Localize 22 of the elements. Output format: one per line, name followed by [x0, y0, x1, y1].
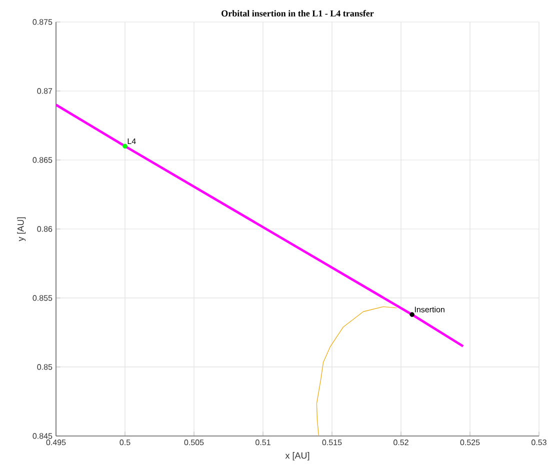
annotation: Insertion: [414, 306, 444, 312]
x-tick-label: 0.53: [532, 440, 546, 446]
line-series: [316, 306, 398, 436]
y-tick-label: 0.87: [37, 88, 52, 94]
annotation: L4: [128, 138, 136, 144]
y-tick-label: 0.86: [37, 226, 52, 232]
y-tick-label: 0.85: [37, 364, 52, 370]
x-tick-label: 0.495: [46, 440, 66, 446]
line-series: [56, 104, 464, 348]
x-axis-title: x [AU]: [285, 452, 310, 460]
y-axis-title: y [AU]: [17, 217, 26, 242]
x-tick-label: 0.515: [322, 440, 342, 446]
y-tick-label: 0.865: [32, 157, 52, 163]
x-tick-label: 0.5: [120, 440, 130, 446]
y-tick-label: 0.845: [32, 433, 52, 439]
chart-title: Orbital insertion in the L1 - L4 transfer: [222, 10, 374, 16]
y-tick-label: 0.855: [32, 295, 52, 301]
x-tick-label: 0.51: [256, 440, 270, 446]
y-tick-label: 0.875: [32, 19, 52, 25]
x-tick-label: 0.505: [184, 440, 204, 446]
x-tick-label: 0.525: [460, 440, 480, 446]
x-tick-label: 0.52: [394, 440, 408, 446]
